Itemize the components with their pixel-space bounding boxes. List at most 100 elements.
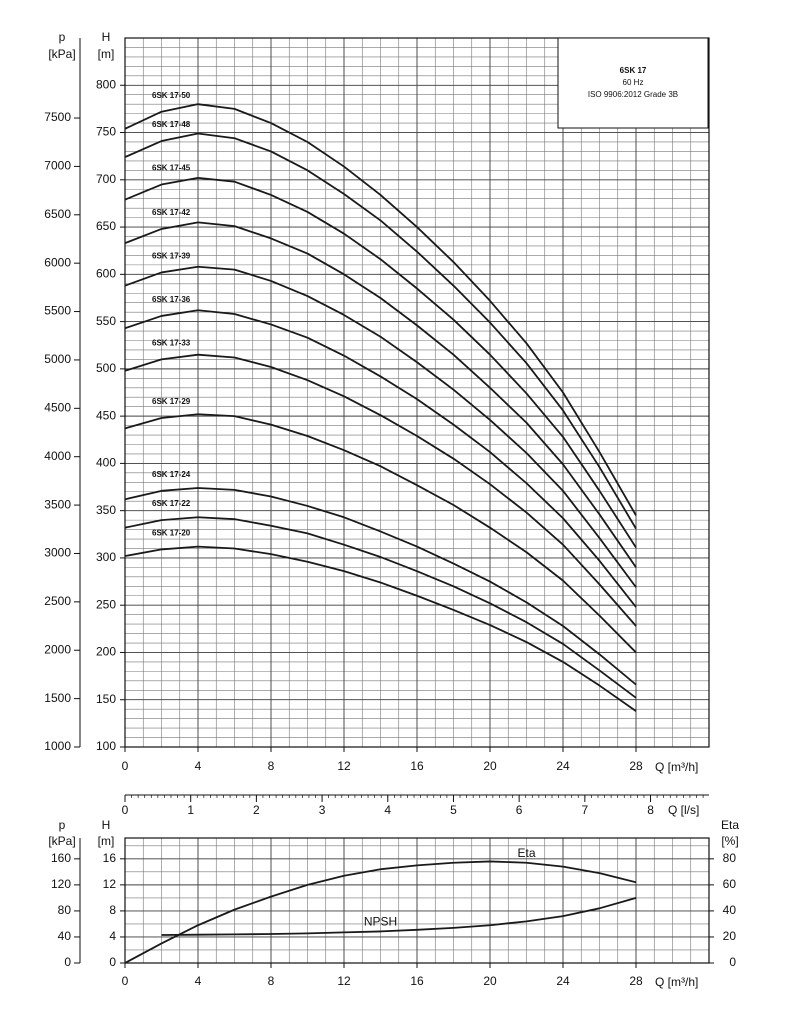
info-text: 6SK 17 [620, 66, 647, 75]
p-tick-label: 7500 [44, 110, 71, 124]
curve [124, 545, 637, 712]
curve-label: 6SK 17-42 [152, 208, 191, 217]
p-tick-label: 5500 [44, 304, 71, 318]
y-tick-label: 8 [109, 903, 116, 917]
p-tick-label: 7000 [44, 159, 71, 173]
h-axis-title: H [102, 30, 111, 44]
ls-tick-label: 7 [581, 803, 588, 817]
y-tick-label: 250 [96, 597, 116, 611]
h-axis-title: H [102, 818, 111, 832]
ls-tick-label: 0 [122, 803, 129, 817]
x-tick-label: 16 [410, 759, 424, 773]
p-tick-label: 2500 [44, 594, 71, 608]
info-box [557, 37, 709, 129]
p-tick-label: 1500 [44, 691, 71, 705]
y-tick-label: 600 [96, 267, 116, 281]
p-tick-label: 40 [58, 929, 72, 943]
curve-label: Eta [517, 846, 535, 860]
y-tick-label: 650 [96, 219, 116, 233]
x-tick-label: 16 [410, 974, 424, 988]
x-tick-label: 20 [483, 974, 497, 988]
ls-tick-label: 6 [516, 803, 523, 817]
curve [124, 265, 637, 588]
x-tick-label: 8 [268, 759, 275, 773]
curve-label: 6SK 17-45 [152, 164, 191, 173]
p-axis-title: p [59, 30, 66, 44]
eta-axis-title: Eta [721, 818, 739, 832]
h-axis-unit: [m] [98, 834, 115, 848]
eta-tick-label: 20 [723, 929, 737, 943]
y-tick-label: 700 [96, 172, 116, 186]
p-tick-label: 4000 [44, 449, 71, 463]
p-axis-unit: [kPa] [48, 47, 75, 61]
p-axis-unit: [kPa] [48, 834, 75, 848]
y-tick-label: 750 [96, 125, 116, 139]
y-tick-label: 150 [96, 692, 116, 706]
x-tick-label: 24 [556, 974, 570, 988]
curve-label: 6SK 17-24 [152, 470, 191, 479]
p-tick-label: 2000 [44, 642, 71, 656]
y-tick-label: 800 [96, 77, 116, 91]
ls-tick-label: 3 [319, 803, 326, 817]
p-tick-label: 4500 [44, 400, 71, 414]
ls-tick-label: 8 [647, 803, 654, 817]
curve [124, 221, 637, 568]
curve [124, 103, 637, 516]
p-tick-label: 80 [58, 903, 72, 917]
x-tick-label: 28 [629, 759, 643, 773]
x-axis-title: Q [m³/h] [655, 760, 698, 774]
eta-tick-label: 80 [723, 851, 737, 865]
ls-tick-label: 2 [253, 803, 260, 817]
y-tick-label: 12 [103, 877, 117, 891]
curve [124, 132, 637, 530]
curve-label: 6SK 17-20 [152, 529, 191, 538]
y-tick-label: 450 [96, 408, 116, 422]
p-tick-label: 6000 [44, 255, 71, 269]
curve [124, 353, 637, 627]
y-tick-label: 0 [109, 955, 116, 969]
curve-label: 6SK 17-48 [152, 120, 191, 129]
x-axis-title: Q [m³/h] [655, 975, 698, 989]
curve-label: 6SK 17-29 [152, 397, 191, 406]
x-tick-label: 24 [556, 759, 570, 773]
p-axis-title: p [59, 818, 66, 832]
y-tick-label: 200 [96, 645, 116, 659]
p-tick-label: 3500 [44, 497, 71, 511]
curve [124, 516, 637, 699]
ls-tick-label: 1 [187, 803, 194, 817]
y-tick-label: 500 [96, 361, 116, 375]
p-tick-label: 5000 [44, 352, 71, 366]
curve [124, 860, 637, 964]
plot-frame [124, 37, 710, 748]
x-tick-label: 0 [122, 974, 129, 988]
eta-tick-label: 40 [723, 903, 737, 917]
x-tick-label: 4 [195, 974, 202, 988]
curve [124, 413, 637, 654]
y-tick-label: 300 [96, 550, 116, 564]
y-tick-label: 550 [96, 314, 116, 328]
curve-label: 6SK 17-50 [152, 91, 191, 100]
p-tick-label: 1000 [44, 739, 71, 753]
curve-label: 6SK 17-39 [152, 252, 191, 261]
eta-axis-unit: [%] [721, 834, 738, 848]
y-tick-label: 350 [96, 503, 116, 517]
p-tick-label: 160 [51, 851, 71, 865]
info-text: 60 Hz [623, 78, 644, 87]
curve-label: 6SK 17-36 [152, 295, 191, 304]
x-tick-label: 8 [268, 974, 275, 988]
y-tick-label: 400 [96, 456, 116, 470]
x-tick-label: 12 [337, 974, 351, 988]
x-tick-label: 12 [337, 759, 351, 773]
p-tick-label: 3000 [44, 546, 71, 560]
ls-axis-title: Q [l/s] [668, 803, 699, 817]
curve-label: 6SK 17-33 [152, 339, 191, 348]
x-tick-label: 28 [629, 974, 643, 988]
eta-tick-label: 60 [723, 877, 737, 891]
p-tick-label: 120 [51, 877, 71, 891]
x-tick-label: 0 [122, 759, 129, 773]
p-tick-label: 0 [64, 955, 71, 969]
curve [124, 487, 637, 686]
x-tick-label: 4 [195, 759, 202, 773]
